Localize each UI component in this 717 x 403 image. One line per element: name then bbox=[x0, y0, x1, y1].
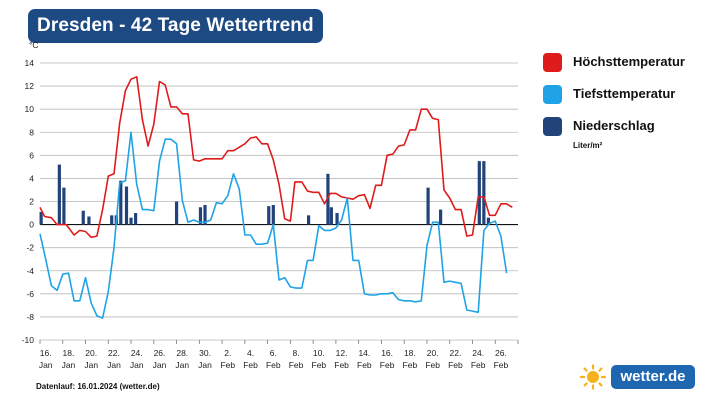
max-temp-line bbox=[39, 76, 513, 239]
precipitation-bar bbox=[329, 207, 333, 225]
x-tick-label-month: Feb bbox=[312, 360, 327, 370]
precipitation-bar bbox=[335, 213, 339, 225]
page-title-text: Dresden - 42 Tage Wettertrend bbox=[37, 15, 314, 36]
x-tick-label-day: 26. bbox=[154, 348, 166, 358]
y-tick-label: 0 bbox=[29, 220, 34, 230]
y-tick-label: -8 bbox=[26, 312, 34, 322]
x-tick-label-month: Jan bbox=[153, 360, 167, 370]
legend-item-precipitation[interactable]: Niederschlag Liter/m² bbox=[543, 117, 717, 150]
x-tick-label-month: Feb bbox=[220, 360, 235, 370]
x-tick-label-month: Feb bbox=[289, 360, 304, 370]
legend-swatch-precipitation bbox=[543, 117, 562, 136]
x-tick-label-month: Feb bbox=[266, 360, 281, 370]
precipitation-bar bbox=[62, 187, 66, 225]
legend-label-precipitation: Niederschlag bbox=[573, 118, 655, 133]
x-tick-label-day: 2. bbox=[224, 348, 231, 358]
x-tick-label-day: 26. bbox=[495, 348, 507, 358]
precipitation-bar bbox=[477, 161, 481, 225]
legend-label-max-temp: Höchsttemperatur bbox=[573, 54, 685, 69]
x-tick-label-month: Feb bbox=[243, 360, 258, 370]
y-tick-label: -6 bbox=[26, 289, 34, 299]
precipitation-bar bbox=[271, 204, 275, 225]
x-tick-label-day: 12. bbox=[336, 348, 348, 358]
x-tick-label-day: 22. bbox=[108, 348, 120, 358]
logo-wordmark: wetter.de bbox=[611, 365, 695, 389]
y-tick-label: -10 bbox=[22, 335, 35, 345]
x-tick-label-month: Feb bbox=[334, 360, 349, 370]
precipitation-bar bbox=[110, 215, 114, 225]
x-tick-label-day: 16. bbox=[40, 348, 52, 358]
x-tick-label-month: Feb bbox=[380, 360, 395, 370]
x-tick-label-month: Feb bbox=[471, 360, 486, 370]
y-tick-label: 2 bbox=[29, 197, 34, 207]
legend-item-max-temp[interactable]: Höchsttemperatur bbox=[543, 53, 717, 77]
precipitation-bar bbox=[267, 206, 271, 225]
y-tick-label: 4 bbox=[29, 173, 34, 183]
y-axis-unit: °C bbox=[29, 40, 39, 50]
y-tick-label: 10 bbox=[25, 104, 35, 114]
x-tick-label-month: Jan bbox=[84, 360, 98, 370]
x-tick-label-day: 10. bbox=[313, 348, 325, 358]
x-tick-label-month: Jan bbox=[39, 360, 53, 370]
y-tick-label: 14 bbox=[25, 58, 35, 68]
y-tick-label: 12 bbox=[25, 81, 35, 91]
x-tick-label-day: 4. bbox=[247, 348, 254, 358]
precipitation-bar bbox=[81, 210, 85, 225]
x-tick-label-day: 22. bbox=[449, 348, 461, 358]
sun-icon bbox=[579, 364, 607, 390]
precipitation-bar bbox=[439, 209, 443, 225]
min-temp-line bbox=[39, 131, 508, 319]
x-tick-label-day: 24. bbox=[131, 348, 143, 358]
legend-item-min-temp[interactable]: Tiefsttemperatur bbox=[543, 85, 717, 109]
x-tick-label-day: 30. bbox=[199, 348, 211, 358]
x-tick-label-day: 16. bbox=[381, 348, 393, 358]
data-run-footnote: Datenlauf: 16.01.2024 (wetter.de) bbox=[36, 382, 160, 391]
x-tick-label-day: 18. bbox=[404, 348, 416, 358]
x-tick-label-month: Jan bbox=[130, 360, 144, 370]
x-tick-label-month: Jan bbox=[198, 360, 212, 370]
x-tick-label-day: 24. bbox=[472, 348, 484, 358]
y-tick-label: 8 bbox=[29, 127, 34, 137]
x-tick-label-day: 8. bbox=[293, 348, 300, 358]
legend-label-min-temp: Tiefsttemperatur bbox=[573, 86, 676, 101]
x-tick-label-day: 18. bbox=[63, 348, 75, 358]
x-tick-label-month: Jan bbox=[62, 360, 76, 370]
x-tick-label-month: Jan bbox=[107, 360, 121, 370]
precipitation-bar bbox=[129, 217, 133, 225]
y-tick-label: -4 bbox=[26, 266, 34, 276]
precipitation-bar bbox=[119, 180, 123, 225]
precipitation-bar bbox=[198, 207, 203, 225]
precipitation-bar bbox=[426, 187, 430, 225]
x-tick-label-month: Feb bbox=[425, 360, 440, 370]
legend-swatch-min-temp bbox=[543, 85, 562, 104]
x-tick-label-day: 6. bbox=[270, 348, 277, 358]
precipitation-bar bbox=[39, 211, 43, 225]
precipitation-bar bbox=[203, 204, 207, 225]
x-tick-label-month: Feb bbox=[494, 360, 509, 370]
precipitation-bar bbox=[482, 161, 486, 225]
precipitation-bar bbox=[57, 164, 61, 225]
x-tick-label-day: 20. bbox=[427, 348, 439, 358]
x-tick-label-day: 28. bbox=[176, 348, 188, 358]
precipitation-bar bbox=[174, 201, 179, 225]
wetter-de-logo[interactable]: wetter.de bbox=[578, 364, 696, 390]
legend-unit: Liter/m² bbox=[573, 141, 603, 150]
legend-swatch-max-temp bbox=[543, 53, 562, 72]
precipitation-bar bbox=[124, 186, 129, 225]
x-tick-label-month: Jan bbox=[175, 360, 189, 370]
precipitation-bar bbox=[87, 216, 91, 225]
x-tick-label-month: Feb bbox=[403, 360, 418, 370]
precipitation-bar bbox=[486, 217, 491, 225]
y-tick-label: -2 bbox=[26, 243, 34, 253]
x-tick-label-day: 20. bbox=[85, 348, 97, 358]
x-tick-label-month: Feb bbox=[448, 360, 463, 370]
precipitation-bar bbox=[306, 215, 311, 225]
x-tick-label-month: Feb bbox=[357, 360, 372, 370]
precipitation-bar bbox=[134, 213, 138, 225]
page-title: Dresden - 42 Tage Wettertrend bbox=[28, 9, 323, 43]
y-tick-label: 6 bbox=[29, 150, 34, 160]
precipitation-bar bbox=[326, 173, 330, 225]
x-tick-label-day: 14. bbox=[358, 348, 370, 358]
